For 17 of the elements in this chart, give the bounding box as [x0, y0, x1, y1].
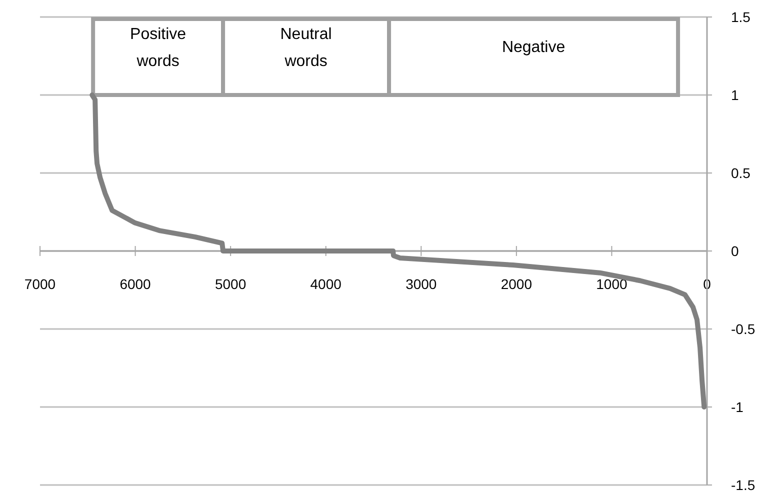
x-tick-label: 6000: [120, 276, 152, 292]
y-tick-label: 0: [731, 243, 739, 259]
x-tick-label: 3000: [406, 276, 437, 292]
band-label: Positive words: [130, 26, 186, 70]
y-tick-label: -1.5: [731, 477, 756, 493]
y-tick-label: -0.5: [731, 321, 756, 337]
x-tick-label: 7000: [24, 276, 56, 292]
x-tick-label: 2000: [500, 276, 532, 292]
y-tick-label: 1: [731, 87, 739, 103]
band-label: Negative: [502, 39, 566, 56]
y-tick-label: -1: [731, 399, 744, 415]
y-tick-label: 0.5: [731, 165, 751, 181]
x-tick-label: 4000: [310, 276, 342, 292]
x-tick-label: 5000: [214, 276, 246, 292]
y-tick-label: 1.5: [731, 9, 751, 25]
band-label: Neutral words: [280, 26, 332, 70]
x-tick-label: 1000: [596, 276, 628, 292]
